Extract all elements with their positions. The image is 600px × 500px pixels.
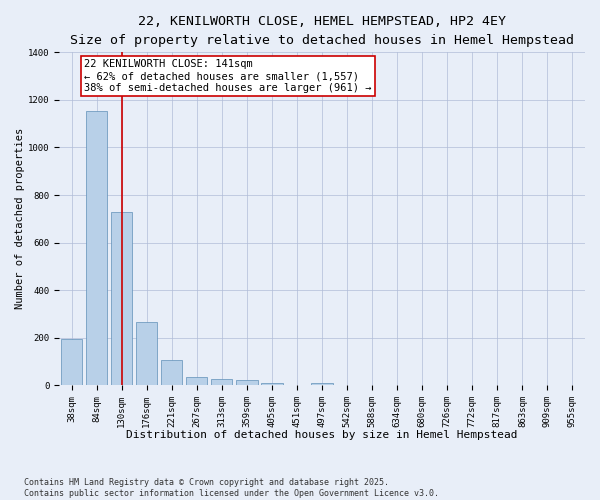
Title: 22, KENILWORTH CLOSE, HEMEL HEMPSTEAD, HP2 4EY
Size of property relative to deta: 22, KENILWORTH CLOSE, HEMEL HEMPSTEAD, H… bbox=[70, 15, 574, 47]
Bar bbox=[311, 383, 332, 385]
Bar bbox=[61, 340, 82, 385]
Bar bbox=[186, 377, 208, 385]
Bar bbox=[111, 212, 132, 385]
Bar bbox=[261, 384, 283, 385]
Bar bbox=[86, 110, 107, 385]
Text: Contains HM Land Registry data © Crown copyright and database right 2025.
Contai: Contains HM Land Registry data © Crown c… bbox=[24, 478, 439, 498]
Bar bbox=[161, 360, 182, 385]
Bar bbox=[136, 322, 157, 385]
Y-axis label: Number of detached properties: Number of detached properties bbox=[15, 128, 25, 310]
X-axis label: Distribution of detached houses by size in Hemel Hempstead: Distribution of detached houses by size … bbox=[126, 430, 518, 440]
Bar bbox=[211, 378, 232, 385]
Bar bbox=[236, 380, 257, 385]
Text: 22 KENILWORTH CLOSE: 141sqm
← 62% of detached houses are smaller (1,557)
38% of : 22 KENILWORTH CLOSE: 141sqm ← 62% of det… bbox=[84, 60, 371, 92]
